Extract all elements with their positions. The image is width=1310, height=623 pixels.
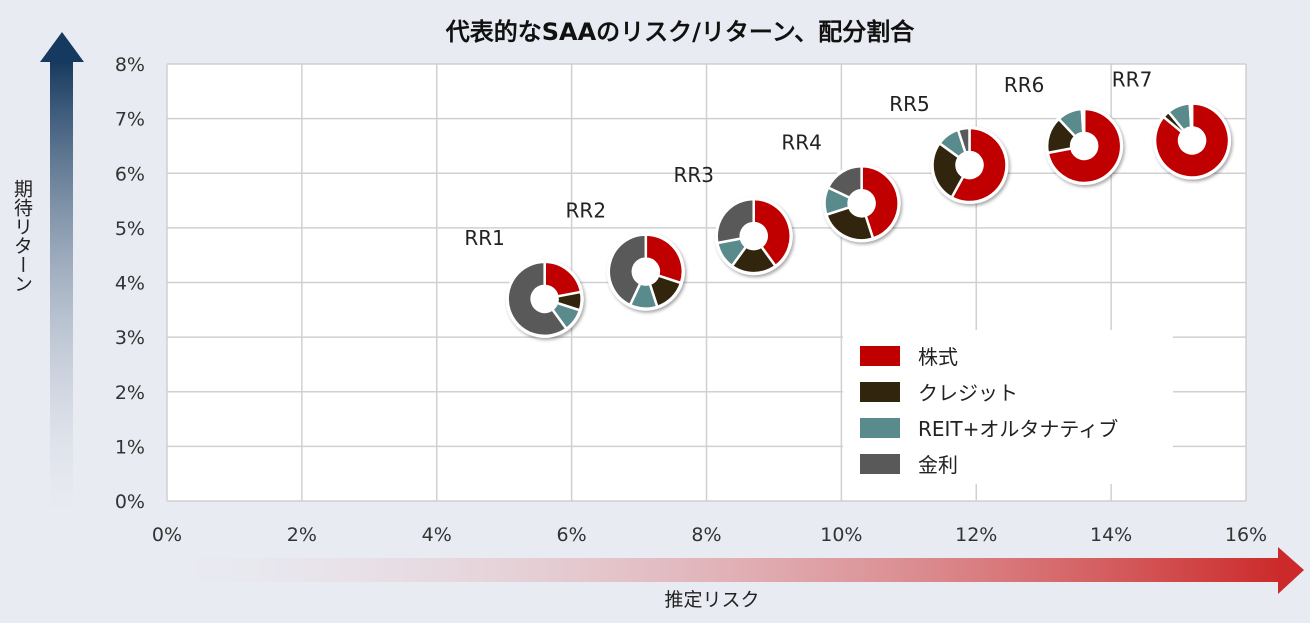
x-tick-label: 8%: [691, 524, 721, 546]
donut-slice: [949, 126, 1008, 204]
y-ticks: 0% 1% 2% 3% 4% 5% 6% 7% 8%: [115, 54, 145, 513]
x-axis-arrow: [180, 547, 1304, 594]
donut-rr4: RR4: [781, 130, 901, 243]
point-label: RR5: [889, 92, 930, 116]
x-tick-label: 4%: [422, 524, 452, 546]
y-axis-title: 期待リターン: [11, 179, 33, 293]
point-label: RR7: [1112, 67, 1153, 91]
x-tick-label: 0%: [152, 524, 182, 546]
donut-rr6: RR6: [1004, 73, 1124, 185]
x-tick-label: 12%: [955, 524, 997, 546]
x-tick-label: 16%: [1225, 524, 1267, 546]
x-ticks: 0% 2% 4% 6% 8% 10% 12% 14% 16%: [152, 524, 1267, 546]
donut-slice: [715, 197, 755, 245]
donut-rr1: RR1: [464, 226, 584, 338]
donut-slice: [752, 197, 792, 268]
y-tick-label: 0%: [115, 491, 145, 513]
legend-label: 株式: [918, 345, 958, 369]
donut-slice: [1046, 107, 1123, 185]
y-tick-label: 5%: [115, 218, 145, 240]
legend-swatch: [860, 346, 900, 366]
grid: [166, 63, 1247, 502]
donut-slice: [607, 233, 648, 307]
point-label: RR6: [1004, 73, 1045, 97]
y-tick-label: 6%: [115, 163, 145, 185]
donut-slice: [1080, 107, 1086, 135]
point-label: RR3: [673, 163, 714, 187]
legend-swatch: [860, 418, 900, 438]
legend-label: REIT+オルタナティブ: [918, 417, 1118, 441]
legend-label: 金利: [918, 453, 958, 477]
chart-title: 代表的なSAAのリスク/リターン、配分割合: [445, 18, 916, 46]
donut-rr2: RR2: [566, 199, 685, 311]
y-axis-arrow: [40, 32, 84, 512]
legend-label: クレジット: [918, 381, 1018, 405]
point-label: RR1: [464, 226, 505, 250]
x-tick-label: 14%: [1090, 524, 1132, 546]
x-axis-title: 推定リスク: [664, 589, 759, 611]
donut-slice: [931, 141, 965, 200]
donut-slice: [824, 205, 875, 242]
y-tick-label: 8%: [115, 54, 145, 76]
donut-rr3: RR3: [673, 163, 793, 276]
donut-slice: [956, 126, 971, 155]
points: RR1 RR2 RR3 RR4 RR5 RR6 RR7: [464, 67, 1232, 338]
y-tick-label: 2%: [115, 382, 145, 404]
y-tick-label: 3%: [115, 327, 145, 349]
donut-slice: [1153, 102, 1231, 179]
donut-slice: [506, 260, 569, 338]
legend-swatch: [860, 382, 900, 402]
y-tick-label: 1%: [115, 436, 145, 458]
point-label: RR2: [566, 199, 607, 223]
y-tick-label: 7%: [115, 109, 145, 131]
x-tick-label: 2%: [287, 524, 317, 546]
donut-rr5: RR5: [889, 92, 1009, 205]
x-tick-label: 6%: [557, 524, 587, 546]
y-tick-label: 4%: [115, 273, 145, 295]
donut-slice: [1188, 102, 1194, 129]
legend-swatch: [860, 454, 900, 474]
donut-slice: [543, 260, 583, 298]
donut-slice: [860, 165, 900, 241]
x-tick-label: 10%: [820, 524, 862, 546]
point-label: RR4: [781, 130, 822, 154]
donut-slice: [826, 165, 863, 200]
donut-rr7: RR7: [1112, 67, 1232, 180]
donut-slice: [644, 233, 685, 285]
